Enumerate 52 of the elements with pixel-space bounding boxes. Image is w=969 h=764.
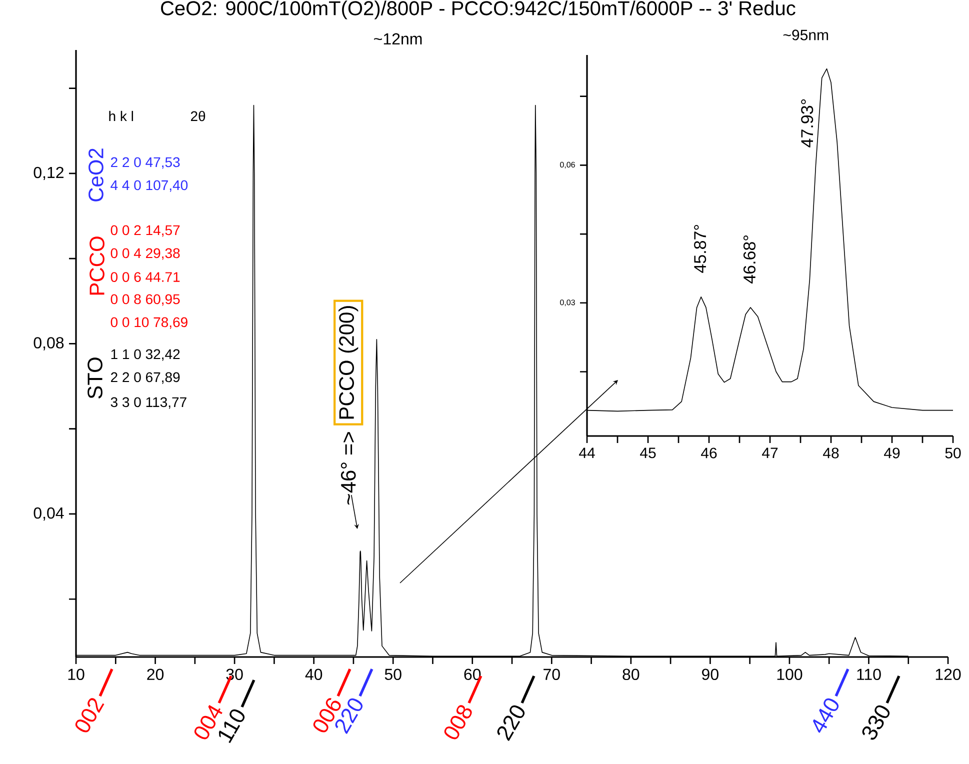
x-tick-label: 40	[305, 668, 322, 680]
x-tick-label: 47	[762, 448, 778, 458]
text: 002	[75, 698, 104, 732]
annotation: CeO2	[88, 148, 104, 202]
x-tick-label: 45	[640, 448, 656, 458]
x-tick-label: 70	[544, 668, 560, 680]
x-tick-label: 110	[857, 668, 881, 680]
chart-title: CeO2: 900C/100mT(O2)/800P - PCCO:942C/150mT/6000P -- 3' Reduc	[161, 0, 796, 20]
annotation: h k l	[109, 110, 133, 122]
x-tick-label: 49	[884, 448, 900, 458]
annotation: 2θ	[190, 110, 206, 122]
annotation: 0 0 4 29,38	[110, 248, 180, 260]
x-tick-label: 80	[622, 668, 640, 680]
annotation: 0 0 6 44.71	[110, 272, 180, 282]
y-tick-label: 0,04	[34, 507, 64, 521]
y-tick-label: 0,08	[34, 337, 64, 350]
x-tick-label: 60	[464, 668, 481, 680]
x-tick-label: 120	[936, 668, 961, 680]
y-tick-label: 0,06	[560, 162, 575, 168]
annotation: 1 1 0 32,42	[111, 349, 180, 361]
annotation: 0 0 2 14,57	[110, 225, 180, 237]
text: 220	[497, 705, 525, 741]
annotation: 0 0 8 60,95	[110, 294, 180, 306]
x-tick-label: 46	[701, 448, 717, 458]
x-tick-label: 50	[945, 448, 961, 458]
annotation: 4 4 0 107,40	[110, 180, 188, 192]
y-tick-label: 0,12	[34, 166, 64, 180]
x-tick-label: 44	[579, 448, 595, 458]
text: 440	[812, 698, 839, 733]
annotation: 46.68°	[743, 236, 756, 284]
annotation: 3 3 0 113,77	[110, 397, 186, 409]
annotation: ~46° =>	[340, 432, 356, 504]
annotation: 45.87°	[694, 225, 706, 273]
annotation: 0 0 10 78,69	[110, 317, 188, 329]
annotation: STO	[88, 358, 102, 398]
annotation: 2 2 0 67,89	[110, 372, 180, 384]
x-tick-label: 100	[777, 668, 802, 680]
annotation: 2 2 0 47,53	[110, 157, 180, 169]
x-tick-label: 30	[226, 668, 243, 680]
x-tick-label: 90	[702, 668, 718, 680]
x-tick-label: 20	[147, 668, 164, 680]
x-tick-label: 48	[823, 448, 839, 458]
x-tick-label: 50	[384, 668, 402, 680]
annotation: PCCO	[90, 236, 104, 295]
text: 330	[862, 705, 890, 740]
text: 008	[444, 705, 472, 740]
chart-title: ~95nm	[783, 30, 828, 40]
annotation: 47.93°	[801, 99, 814, 148]
y-tick-label: 0,03	[560, 300, 575, 306]
text: ~12nm	[374, 33, 422, 44]
annotation: PCCO (200)	[338, 306, 358, 419]
x-tick-label: 10	[68, 668, 84, 680]
